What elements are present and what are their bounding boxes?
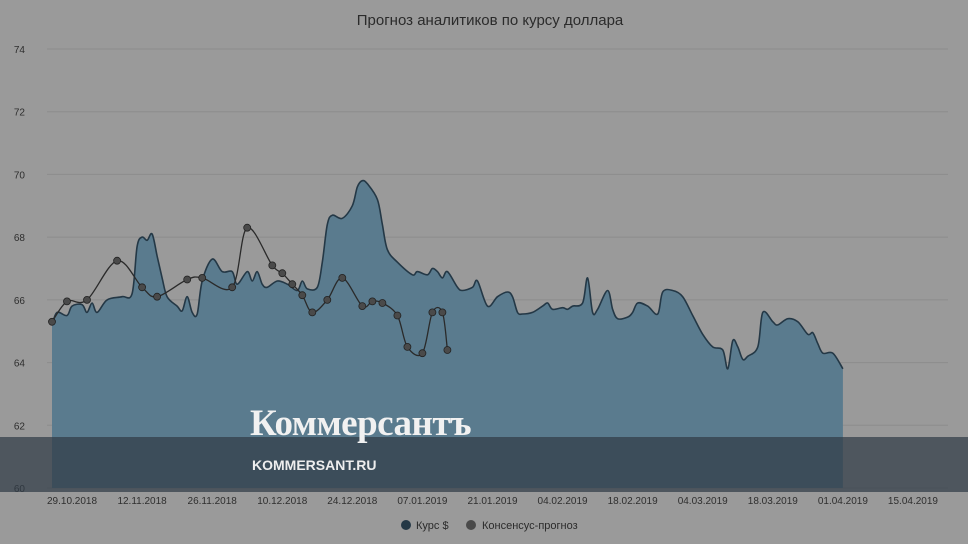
series-rate-line [51, 179, 844, 370]
forecast-point[interactable] [113, 256, 121, 265]
x-tick-label: 04.02.2019 [538, 496, 588, 507]
forecast-point[interactable] [368, 297, 377, 306]
y-tick-label: 74 [14, 45, 26, 56]
forecast-point[interactable] [153, 292, 162, 301]
x-tick-label: 24.12.2018 [327, 496, 377, 507]
legend: Курс $ Консенсус-прогноз [401, 520, 578, 532]
x-tick-label: 29.10.2018 [47, 496, 97, 507]
series-layer [48, 179, 844, 489]
x-tick-label: 18.02.2019 [608, 496, 658, 507]
y-tick-label: 70 [14, 170, 26, 181]
legend-label-rate[interactable]: Курс $ [416, 520, 449, 532]
legend-marker-rate[interactable] [401, 520, 411, 530]
forecast-point[interactable] [438, 308, 447, 317]
y-tick-label: 68 [14, 233, 26, 244]
forecast-point[interactable] [83, 295, 91, 304]
x-axis-tick-labels: 29.10.2018 12.11.2018 26.11.2018 10.12.2018… [47, 496, 938, 507]
forecast-point[interactable] [298, 291, 307, 300]
y-tick-label: 66 [14, 296, 26, 307]
chart-title: Прогноз аналитиков по курсу доллара [357, 12, 624, 29]
series-rate-area [52, 180, 843, 489]
y-tick-label: 62 [14, 421, 26, 432]
forecast-point[interactable] [228, 283, 237, 292]
forecast-point[interactable] [358, 302, 367, 311]
forecast-point[interactable] [338, 273, 347, 282]
forecast-point[interactable] [63, 297, 71, 306]
forecast-point[interactable] [418, 349, 427, 358]
forecast-point[interactable] [308, 308, 317, 317]
x-tick-label: 07.01.2019 [397, 496, 447, 507]
forecast-point[interactable] [393, 311, 402, 320]
x-tick-label: 26.11.2018 [188, 496, 238, 507]
forecast-point[interactable] [323, 295, 332, 304]
forecast-point[interactable] [138, 283, 147, 292]
watermark-band [0, 437, 968, 492]
legend-marker-forecast[interactable] [466, 520, 476, 530]
y-axis-tick-labels: 6062646668707274 [14, 45, 26, 495]
y-tick-label: 64 [14, 359, 26, 370]
legend-label-forecast[interactable]: Консенсус-прогноз [482, 520, 578, 532]
forecast-point[interactable] [403, 342, 412, 351]
x-tick-label: 18.03.2019 [748, 496, 798, 507]
forecast-point[interactable] [183, 275, 192, 284]
forecast-point[interactable] [288, 280, 297, 289]
forecast-point[interactable] [443, 346, 452, 354]
forecast-point[interactable] [243, 223, 252, 232]
forecast-point[interactable] [198, 273, 207, 282]
x-tick-label: 12.11.2018 [117, 496, 167, 507]
x-tick-label: 15.04.2019 [888, 496, 938, 507]
forecast-point[interactable] [378, 299, 387, 307]
x-tick-label: 10.12.2018 [257, 496, 307, 507]
kommersant-logo: Коммерсантъ [250, 403, 472, 444]
forecast-point[interactable] [278, 269, 287, 278]
kommersant-url: KOMMERSANT.RU [252, 457, 377, 473]
x-tick-label: 04.03.2019 [678, 496, 728, 507]
forecast-point[interactable] [428, 308, 437, 317]
forecast-point[interactable] [48, 317, 56, 326]
forecast-point[interactable] [268, 261, 277, 270]
x-tick-label: 21.01.2019 [467, 496, 517, 507]
y-tick-label: 72 [14, 108, 26, 119]
x-tick-label: 01.04.2019 [818, 496, 868, 507]
